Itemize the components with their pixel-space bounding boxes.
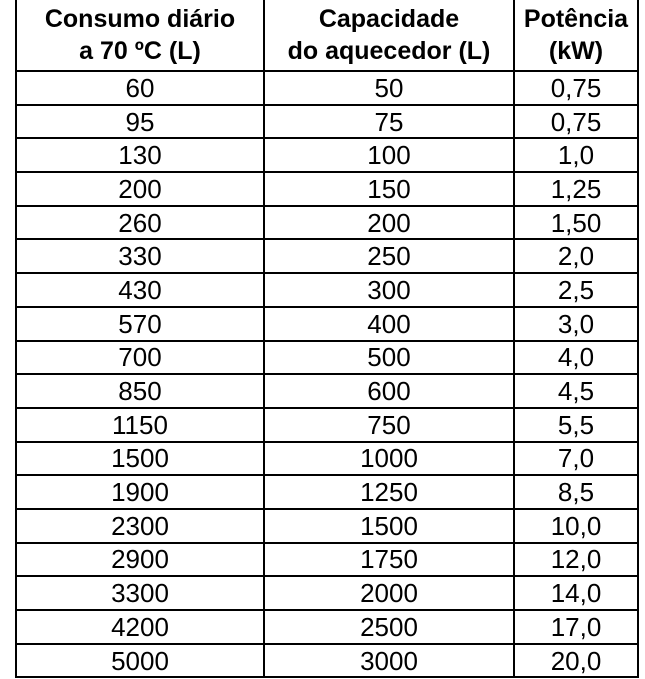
cell-heater-capacity: 3000 (263, 642, 515, 679)
header-daily-consumption-line2: a 70 ºC (L) (79, 37, 201, 65)
cell-heater-capacity: 250 (263, 238, 515, 275)
cell-daily-consumption: 330 (15, 238, 265, 275)
table-row: 570 400 3,0 (15, 305, 639, 342)
cell-power: 1,50 (513, 204, 639, 241)
cell-power: 10,0 (513, 507, 639, 544)
header-heater-capacity-line1: Capacidade (318, 5, 460, 33)
table-row: 60 50 0,75 (15, 70, 639, 106)
cell-power: 17,0 (513, 609, 639, 645)
header-daily-consumption: Consumo diário a 70 ºC (L) (15, 0, 265, 72)
cell-daily-consumption: 2900 (15, 541, 265, 578)
cell-daily-consumption: 5000 (15, 642, 265, 679)
table-body: 60 50 0,75 95 75 0,75 130 100 1,0 200 150 1,25 260 20… (15, 70, 639, 679)
cell-power: 20,0 (513, 642, 639, 679)
cell-power: 4,5 (513, 373, 639, 409)
cell-daily-consumption: 850 (15, 373, 265, 409)
cell-power: 1,25 (513, 171, 639, 207)
header-power: Potência (kW) (513, 0, 639, 72)
cell-heater-capacity: 1000 (263, 440, 515, 477)
table-row: 2900 1750 12,0 (15, 541, 639, 578)
table-row: 130 100 1,0 (15, 137, 639, 174)
cell-power: 4,0 (513, 339, 639, 376)
table-row: 95 75 0,75 (15, 103, 639, 140)
table-row: 2300 1500 10,0 (15, 507, 639, 544)
header-daily-consumption-line1: Consumo diário (44, 5, 236, 33)
cell-daily-consumption: 260 (15, 204, 265, 241)
table-row: 200 150 1,25 (15, 171, 639, 207)
cell-power: 7,0 (513, 440, 639, 477)
cell-daily-consumption: 60 (15, 70, 265, 106)
cell-heater-capacity: 50 (263, 70, 515, 106)
cell-heater-capacity: 75 (263, 103, 515, 140)
cell-daily-consumption: 130 (15, 137, 265, 174)
table-row: 700 500 4,0 (15, 339, 639, 376)
table-row: 330 250 2,0 (15, 238, 639, 275)
cell-heater-capacity: 750 (263, 406, 515, 443)
cell-heater-capacity: 500 (263, 339, 515, 376)
cell-daily-consumption: 1150 (15, 406, 265, 443)
cell-power: 2,0 (513, 238, 639, 275)
cell-heater-capacity: 300 (263, 272, 515, 308)
table-row: 850 600 4,5 (15, 373, 639, 409)
cell-power: 14,0 (513, 575, 639, 611)
cell-heater-capacity: 1500 (263, 507, 515, 544)
cell-heater-capacity: 1750 (263, 541, 515, 578)
heater-capacity-table: Consumo diário a 70 ºC (L) Capacidade do… (15, 0, 639, 679)
cell-heater-capacity: 1250 (263, 474, 515, 510)
table-row: 430 300 2,5 (15, 272, 639, 308)
header-heater-capacity-line2: do aquecedor (L) (287, 37, 491, 65)
cell-power: 0,75 (513, 70, 639, 106)
cell-heater-capacity: 600 (263, 373, 515, 409)
cell-heater-capacity: 200 (263, 204, 515, 241)
cell-power: 12,0 (513, 541, 639, 578)
cell-daily-consumption: 430 (15, 272, 265, 308)
table-row: 5000 3000 20,0 (15, 642, 639, 679)
table-row: 1150 750 5,5 (15, 406, 639, 443)
cell-daily-consumption: 3300 (15, 575, 265, 611)
cell-heater-capacity: 150 (263, 171, 515, 207)
cell-heater-capacity: 2000 (263, 575, 515, 611)
header-power-line1: Potência (523, 5, 629, 33)
cell-power: 1,0 (513, 137, 639, 174)
cell-power: 8,5 (513, 474, 639, 510)
cell-power: 0,75 (513, 103, 639, 140)
cell-heater-capacity: 400 (263, 305, 515, 342)
table-row: 1500 1000 7,0 (15, 440, 639, 477)
cell-power: 2,5 (513, 272, 639, 308)
header-heater-capacity: Capacidade do aquecedor (L) (263, 0, 515, 72)
cell-daily-consumption: 1900 (15, 474, 265, 510)
table-row: 4200 2500 17,0 (15, 609, 639, 645)
header-power-line2: (kW) (548, 37, 604, 65)
table-header: Consumo diário a 70 ºC (L) Capacidade do… (15, 0, 639, 72)
table-row: 1900 1250 8,5 (15, 474, 639, 510)
cell-daily-consumption: 1500 (15, 440, 265, 477)
cell-power: 3,0 (513, 305, 639, 342)
cell-daily-consumption: 2300 (15, 507, 265, 544)
cell-daily-consumption: 95 (15, 103, 265, 140)
cell-daily-consumption: 200 (15, 171, 265, 207)
header-row: Consumo diário a 70 ºC (L) Capacidade do… (15, 0, 639, 72)
cell-power: 5,5 (513, 406, 639, 443)
data-table-container: Consumo diário a 70 ºC (L) Capacidade do… (15, 0, 639, 679)
table-row: 3300 2000 14,0 (15, 575, 639, 611)
cell-daily-consumption: 570 (15, 305, 265, 342)
cell-daily-consumption: 700 (15, 339, 265, 376)
cell-heater-capacity: 2500 (263, 609, 515, 645)
cell-daily-consumption: 4200 (15, 609, 265, 645)
table-row: 260 200 1,50 (15, 204, 639, 241)
cell-heater-capacity: 100 (263, 137, 515, 174)
